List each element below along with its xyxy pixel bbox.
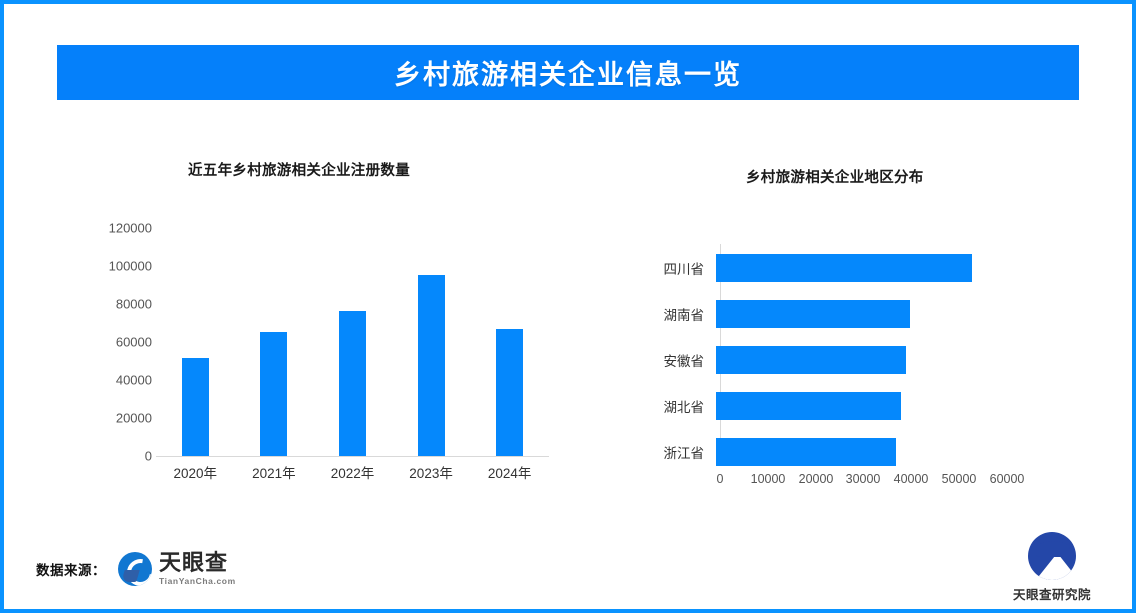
left-chart-axis-line xyxy=(156,456,549,457)
region-distribution-chart: 四川省 湖南省 安徽省 湖北省 浙江省 0 10000 200 xyxy=(634,244,1054,509)
region-row-hubei: 湖北省 xyxy=(634,392,1009,420)
y-tick-40000: 40000 xyxy=(115,372,152,388)
bar-slot xyxy=(235,228,313,456)
brand-name-cn: 天眼查 xyxy=(159,550,229,576)
x-tick-0: 0 xyxy=(716,472,724,486)
tianyancha-logo: 天眼查 TianYanCha.com xyxy=(118,552,236,586)
x-tick-10000: 10000 xyxy=(750,472,786,486)
region-row-sichuan: 四川省 xyxy=(634,254,1009,282)
y-tick-0: 0 xyxy=(144,448,152,464)
region-bar-hubei[interactable] xyxy=(716,392,901,420)
bar-2022[interactable] xyxy=(338,311,366,456)
institute-emblem-icon xyxy=(1028,532,1076,580)
region-row-hunan: 湖南省 xyxy=(634,300,1009,328)
bar-slot xyxy=(156,228,234,456)
bar-slot xyxy=(392,228,470,456)
x-tick-2022: 2022年 xyxy=(330,466,375,481)
region-bar-anhui[interactable] xyxy=(716,346,906,374)
brand-name-en: TianYanCha.com xyxy=(159,576,236,587)
region-bar-sichuan[interactable] xyxy=(716,254,972,282)
y-tick-100000: 100000 xyxy=(108,258,152,274)
left-chart-plot-area xyxy=(156,228,549,457)
x-tick-40000: 40000 xyxy=(893,472,929,486)
x-tick-2020: 2020年 xyxy=(173,466,218,481)
y-tick-60000: 60000 xyxy=(115,334,152,350)
x-tick-2021: 2021年 xyxy=(252,466,296,481)
title-banner: 乡村旅游相关企业信息一览 xyxy=(57,45,1079,100)
y-tick-20000: 20000 xyxy=(115,410,152,426)
right-chart-x-axis: 0 10000 20000 30000 40000 50000 60000 xyxy=(716,472,1025,492)
bar-2023[interactable] xyxy=(417,275,445,456)
region-row-zhejiang: 浙江省 xyxy=(634,438,1009,466)
region-label-hubei: 湖北省 xyxy=(663,400,705,415)
region-label-sichuan: 四川省 xyxy=(663,262,705,277)
x-tick-20000: 20000 xyxy=(798,472,834,486)
left-chart-y-axis: 120000 100000 80000 60000 40000 20000 0 xyxy=(84,220,152,464)
bar-2024[interactable] xyxy=(496,329,524,456)
tianyancha-wordmark: 天眼查 TianYanCha.com xyxy=(159,552,236,586)
right-chart-rows: 四川省 湖南省 安徽省 湖北省 浙江省 xyxy=(634,244,1009,466)
institute-label: 天眼查研究院 xyxy=(1012,588,1091,602)
research-institute-logo: 天眼查研究院 xyxy=(1006,532,1098,603)
bar-2021[interactable] xyxy=(260,332,288,456)
region-bar-hunan[interactable] xyxy=(716,300,910,328)
left-chart-bars xyxy=(156,228,549,456)
infographic-page: 乡村旅游相关企业信息一览 近五年乡村旅游相关企业注册数量 120000 1000… xyxy=(4,4,1132,609)
region-bar-zhejiang[interactable] xyxy=(716,438,896,466)
registration-bar-chart: 120000 100000 80000 60000 40000 20000 0 … xyxy=(84,220,584,504)
bar-slot xyxy=(471,228,549,456)
data-source-label: 数据来源： xyxy=(36,563,106,578)
x-tick-2024: 2024年 xyxy=(487,466,532,481)
x-tick-60000: 60000 xyxy=(989,472,1025,486)
x-tick-2023: 2023年 xyxy=(409,466,453,481)
right-chart-title: 乡村旅游相关企业地区分布 xyxy=(746,170,924,186)
bar-2020[interactable] xyxy=(181,358,209,456)
data-source-footer: 数据来源： 天眼查 TianYanCha.com xyxy=(36,552,236,586)
left-chart-title: 近五年乡村旅游相关企业注册数量 xyxy=(188,163,410,179)
y-tick-120000: 120000 xyxy=(108,220,152,236)
left-chart-x-axis: 2020年 2021年 2022年 2023年 2024年 xyxy=(156,462,549,482)
region-row-anhui: 安徽省 xyxy=(634,346,1009,374)
bar-slot xyxy=(313,228,391,456)
region-label-anhui: 安徽省 xyxy=(663,354,705,369)
page-title: 乡村旅游相关企业信息一览 xyxy=(394,60,742,90)
x-tick-50000: 50000 xyxy=(941,472,977,486)
region-label-zhejiang: 浙江省 xyxy=(663,446,705,461)
region-label-hunan: 湖南省 xyxy=(663,308,705,323)
x-tick-30000: 30000 xyxy=(845,472,881,486)
tianyancha-eye-icon xyxy=(118,552,152,586)
y-tick-80000: 80000 xyxy=(115,296,152,312)
